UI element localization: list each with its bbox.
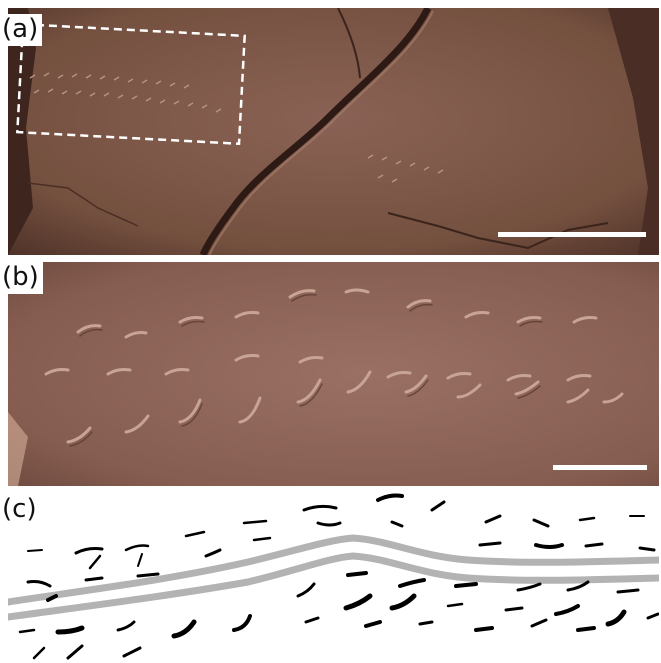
panel-label-b: (b) [0, 262, 43, 294]
closeup-photo [8, 262, 659, 486]
panel-label-a: (a) [0, 14, 43, 46]
slab-edge-right [608, 8, 659, 255]
panel-label-c: (c) [2, 494, 37, 524]
photo-panel-b [8, 262, 659, 486]
main-crack [199, 8, 432, 255]
crack-lower [387, 212, 609, 250]
trackway-drawing [8, 493, 659, 660]
imprint-marks [18, 493, 659, 660]
trackway-marks [29, 72, 444, 183]
drawing-panel-c [8, 490, 659, 663]
trail-lines [8, 534, 659, 621]
scale-bar-a [498, 232, 646, 237]
slab-photo [8, 8, 659, 255]
scale-bar-b [553, 465, 647, 470]
chipped-corner [8, 412, 28, 486]
selection-box [16, 22, 246, 146]
track-impressions [44, 288, 624, 447]
photo-panel-a [8, 8, 659, 255]
crack-upper [337, 8, 361, 79]
